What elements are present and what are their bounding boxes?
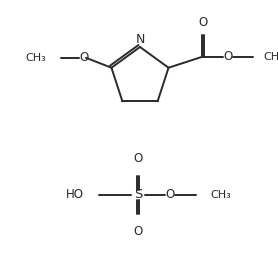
Text: S: S [134, 189, 142, 201]
Text: CH₃: CH₃ [25, 53, 46, 63]
Text: O: O [223, 50, 232, 63]
Text: CH₃: CH₃ [264, 52, 278, 62]
Text: O: O [165, 189, 175, 201]
Text: CH₃: CH₃ [210, 190, 231, 200]
Text: O: O [133, 225, 143, 238]
Text: HO: HO [66, 189, 84, 201]
Text: O: O [198, 16, 207, 29]
Text: O: O [133, 152, 143, 165]
Text: O: O [80, 51, 89, 64]
Text: N: N [135, 33, 145, 46]
